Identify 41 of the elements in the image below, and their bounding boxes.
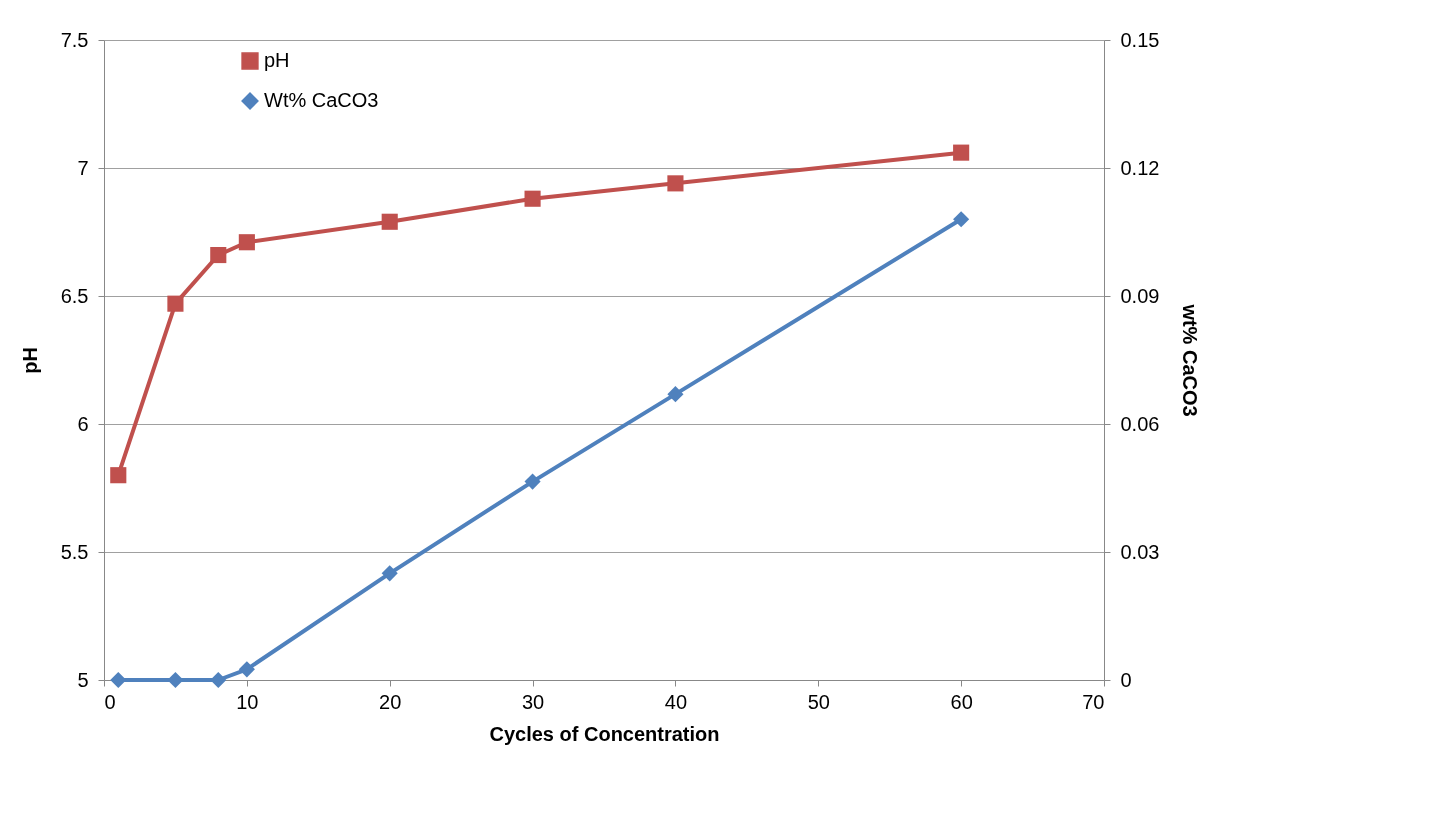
- y2-tick-label: 0.15: [1120, 28, 1160, 51]
- point: [110, 467, 127, 484]
- y-tick-label: 5: [77, 668, 89, 691]
- y-tick-label: 7.5: [60, 28, 89, 51]
- x-axis-title: Cycles of Concentration: [489, 722, 720, 745]
- point: [381, 213, 398, 230]
- point: [524, 190, 541, 207]
- point: [167, 295, 184, 312]
- x-tick-label: 70: [1082, 690, 1105, 713]
- x-tick-label: 30: [521, 690, 545, 713]
- point: [667, 175, 684, 192]
- point: [210, 671, 227, 689]
- y-tick-label: 7: [77, 156, 89, 179]
- y2-axis-title: wt% CaCO3: [1179, 303, 1202, 417]
- y-tick-label: 6: [77, 412, 89, 435]
- y2-tick-label: 0.06: [1120, 412, 1160, 435]
- y-tick-label: 6.5: [60, 284, 89, 307]
- point: [667, 386, 684, 403]
- y-axis-title: pH: [18, 347, 41, 374]
- point: [953, 144, 970, 161]
- y-tick-label: 5.5: [60, 540, 89, 563]
- y2-tick-label: 0.09: [1120, 284, 1160, 307]
- point: [524, 473, 541, 490]
- y2-tick-label: 0.12: [1120, 156, 1160, 179]
- x-tick-label: 20: [379, 690, 402, 713]
- x-tick-label: 60: [950, 690, 973, 713]
- point: [381, 565, 398, 582]
- point: [238, 661, 255, 678]
- legend-label: pH: [264, 49, 290, 71]
- y2-tick-label: 0.03: [1120, 540, 1160, 563]
- x-tick-label: 0: [104, 690, 116, 713]
- point: [210, 246, 227, 264]
- legend-label: Wt% CaCO3: [264, 89, 379, 111]
- x-tick-label: 10: [236, 690, 259, 713]
- point: [167, 671, 184, 689]
- point: [238, 234, 255, 251]
- point: [953, 211, 970, 228]
- point: [110, 671, 127, 689]
- y2-tick-label: 0: [1120, 668, 1132, 691]
- x-tick-label: 50: [807, 690, 830, 713]
- x-tick-label: 40: [664, 690, 688, 713]
